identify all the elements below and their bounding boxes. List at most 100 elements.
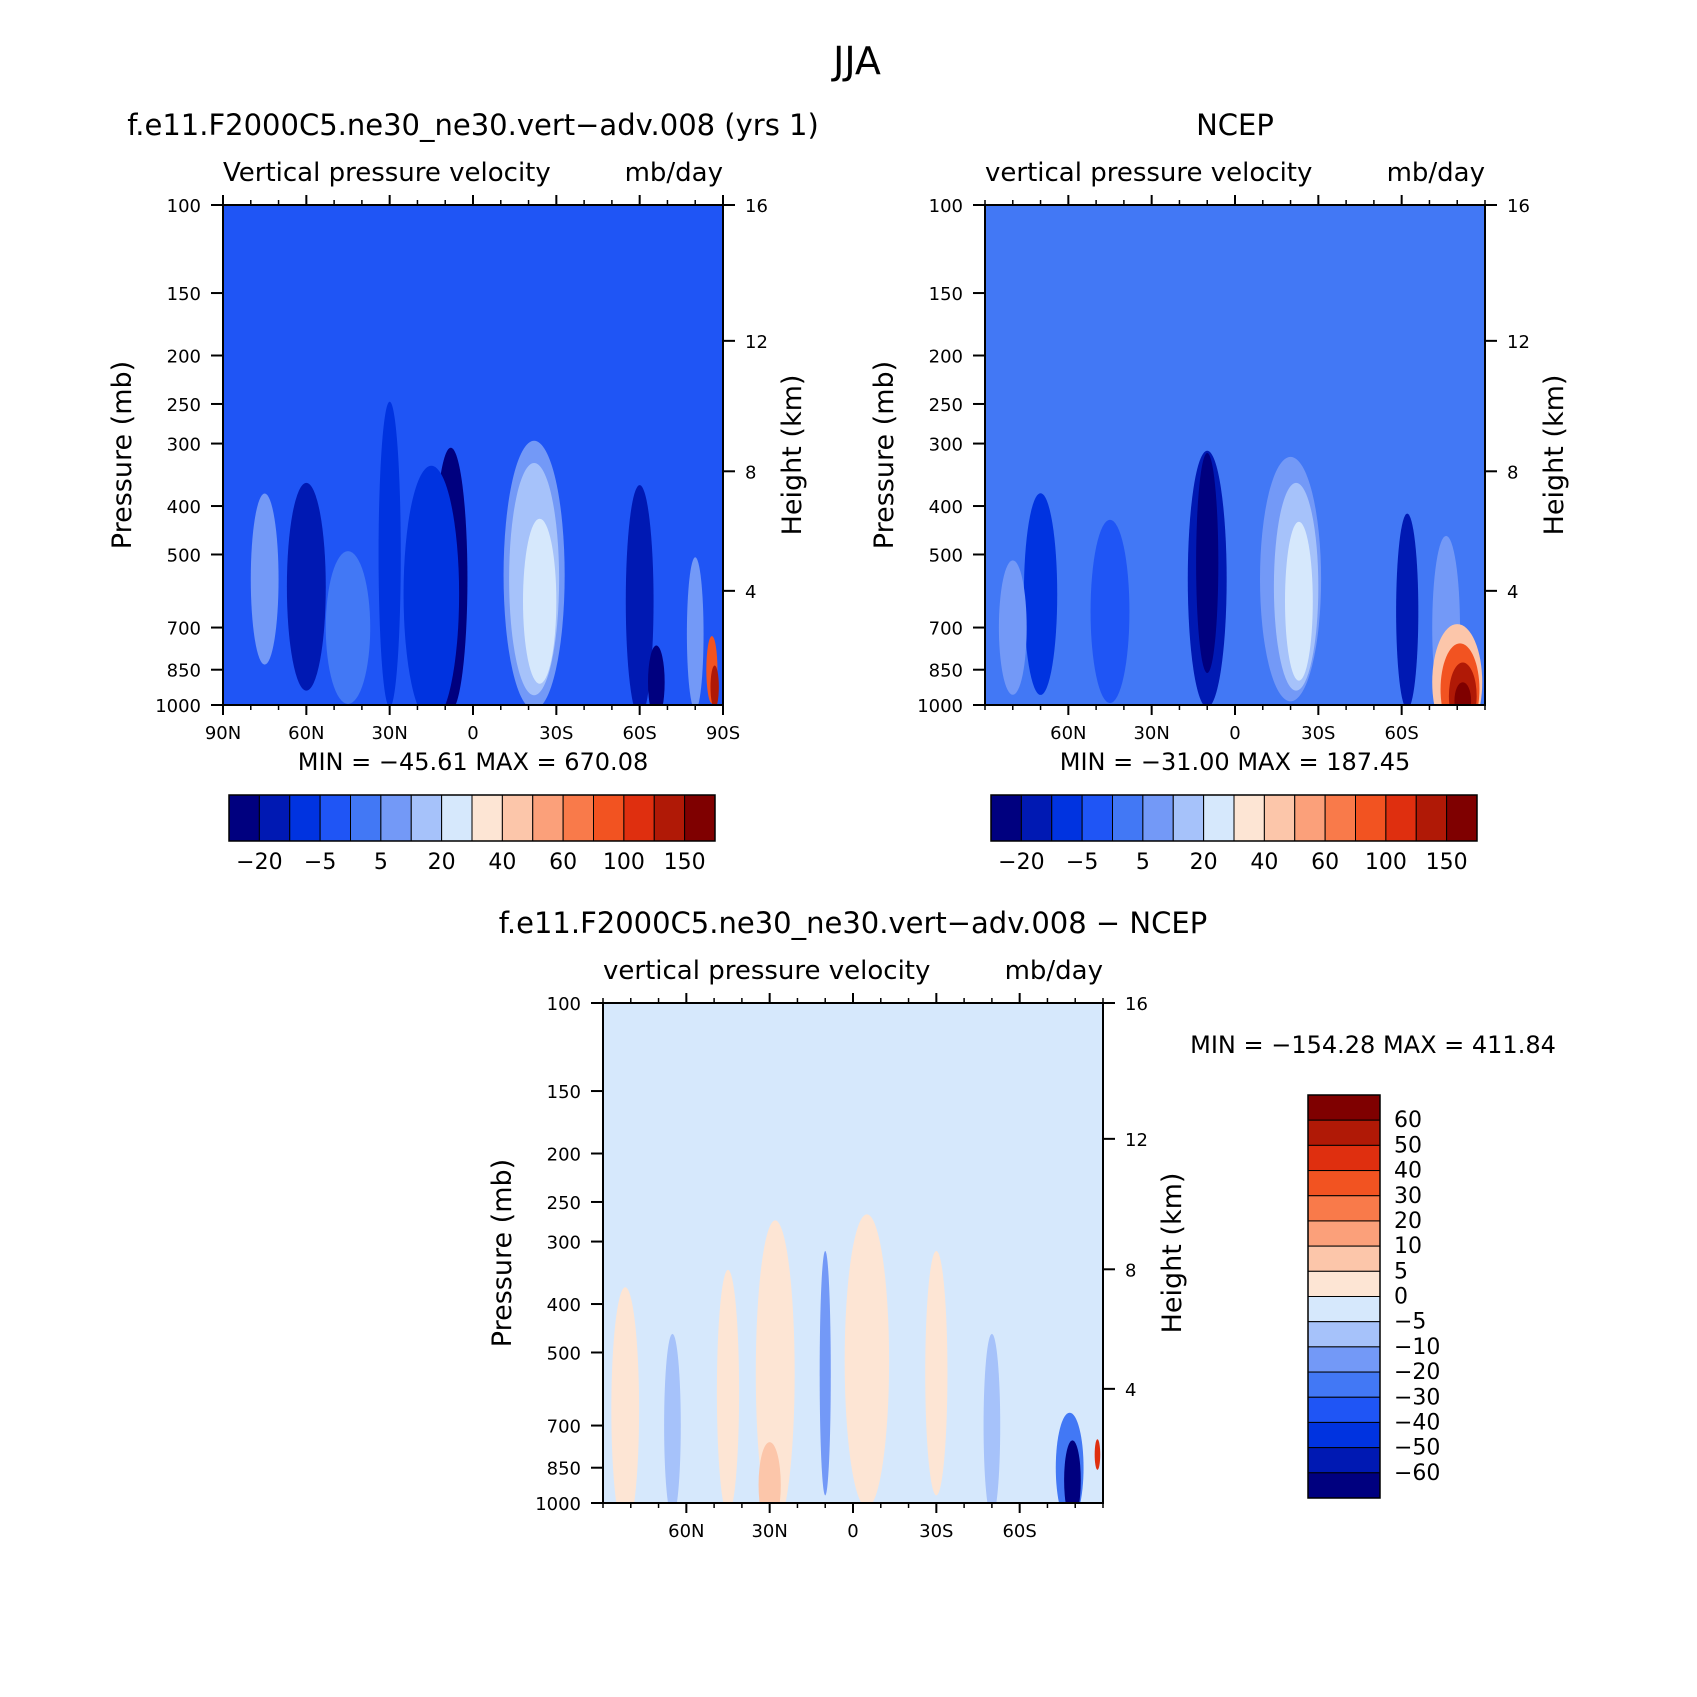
diff-xtick-label: 60N	[668, 1521, 704, 1542]
model-contour-region-13	[710, 665, 719, 705]
diff-colorbar-label: −40	[1394, 1410, 1440, 1435]
model-colorbar-frame	[228, 794, 716, 842]
model-y2tick-label: 8	[745, 462, 756, 483]
model-colorbar-label: 40	[488, 850, 516, 875]
diff-contour-region-11	[1094, 1439, 1101, 1470]
diff-ytick-label: 300	[547, 1233, 581, 1254]
ncep-colorbar-label: 20	[1190, 850, 1218, 875]
model-contour-region-11	[686, 557, 704, 705]
difference-panel: f.e11.F2000C5.ne30_ne30.vert−adv.008 − N…	[487, 906, 1556, 1542]
model-colorbar-cell	[653, 794, 686, 842]
model-ytick-label: 200	[167, 347, 201, 368]
ncep-colorbar-frame	[990, 794, 1478, 842]
diff-ytick-label: 100	[547, 994, 581, 1015]
model-contour-region-5	[403, 465, 460, 705]
diff-min-max: MIN = −154.28 MAX = 411.84	[1190, 1031, 1556, 1059]
ncep-colorbar-cell	[990, 794, 1022, 842]
diff-xtick-label: 60S	[1002, 1521, 1036, 1542]
model-colorbar-cell	[319, 794, 351, 842]
diff-contour-region-5	[819, 1250, 831, 1496]
diff-colorbar-cell	[1307, 1447, 1381, 1474]
ncep-contour-region-1	[998, 560, 1027, 695]
ncep-y2tick-label: 8	[1507, 462, 1518, 483]
ncep-ytick-label: 200	[929, 347, 963, 368]
diff-ylabel: Pressure (mb)	[487, 1159, 518, 1347]
model-subtitle-right: mb/day	[625, 158, 723, 188]
ncep-y2tick-label: 12	[1507, 332, 1530, 353]
ncep-ytick-label: 1000	[917, 696, 963, 717]
diff-subtitle-right: mb/day	[1005, 956, 1103, 986]
model-ytick-label: 300	[167, 435, 201, 456]
diff-ytick-label: 250	[547, 1193, 581, 1214]
model-ytick-label: 1000	[155, 696, 201, 717]
diff-colorbar-cell	[1307, 1296, 1381, 1323]
diff-xtick-label: 30N	[751, 1521, 787, 1542]
ncep-colorbar-cell	[1172, 794, 1205, 842]
model-colorbar-cell	[593, 794, 625, 842]
diff-colorbar-label: 60	[1394, 1108, 1422, 1133]
diff-ytick-label: 500	[547, 1343, 581, 1364]
model-colorbar-cell	[350, 794, 382, 842]
model-y2tick-label: 16	[745, 196, 768, 217]
diff-colorbar-cell	[1307, 1144, 1381, 1172]
diff-ytick-label: 200	[547, 1145, 581, 1166]
model-colorbar-label: −5	[304, 850, 336, 875]
ncep-subtitle-left: vertical pressure velocity	[985, 158, 1312, 188]
diff-colorbar-label: 5	[1394, 1259, 1408, 1284]
model-colorbar-cell	[441, 794, 473, 842]
diff-y2label: Height (km)	[1157, 1173, 1188, 1334]
diff-colorbar-label: 10	[1394, 1234, 1422, 1259]
model-colorbar-label: 20	[428, 850, 456, 875]
model-subtitle-left: Vertical pressure velocity	[223, 158, 551, 188]
ncep-colorbar-cell	[1324, 794, 1356, 842]
diff-subtitle-left: vertical pressure velocity	[603, 956, 930, 986]
diff-colorbar-cell	[1307, 1170, 1381, 1197]
diff-colorbar-cell	[1307, 1472, 1381, 1499]
model-contour-region-1	[250, 493, 279, 665]
diff-colorbar-label: −5	[1394, 1310, 1426, 1335]
ncep-colorbar-cell	[1203, 794, 1235, 842]
model-colorbar-cell	[228, 794, 260, 842]
diff-title: f.e11.F2000C5.ne30_ne30.vert−adv.008 − N…	[499, 906, 1207, 940]
ncep-title: NCEP	[1196, 108, 1274, 142]
ncep-ylabel: Pressure (mb)	[869, 361, 900, 549]
model-colorbar-cell	[623, 794, 655, 842]
ncep-contour-region-7	[1285, 521, 1313, 681]
ncep-ytick-label: 100	[929, 196, 963, 217]
model-xtick-label: 60N	[288, 723, 324, 744]
ncep-xtick-label: 0	[1229, 723, 1240, 744]
ncep-contour-region-4	[1196, 453, 1219, 674]
model-colorbar-cell	[562, 794, 594, 842]
model-xtick-label: 0	[467, 723, 478, 744]
model-colorbar-cell	[684, 794, 716, 842]
ncep-colorbar-cell	[1081, 794, 1113, 842]
ncep-colorbar-cell	[1020, 794, 1053, 842]
model-contour-region-10	[648, 645, 665, 705]
ncep-ytick-label: 400	[929, 497, 963, 518]
ncep-colorbar-cell	[1263, 794, 1296, 842]
ncep-ytick-label: 850	[929, 661, 963, 682]
ncep-colorbar-label: 60	[1311, 850, 1339, 875]
ncep-contour-region-8	[1396, 513, 1419, 705]
diff-colorbar-cell	[1307, 1270, 1381, 1297]
model-field	[223, 205, 723, 705]
ncep-contour-region-13	[1454, 682, 1472, 705]
model-colorbar-cell	[471, 794, 503, 842]
ncep-colorbar-label: −5	[1066, 850, 1098, 875]
ncep-ytick-label: 500	[929, 545, 963, 566]
ncep-contour-region-2	[1090, 519, 1130, 704]
diff-ytick-label: 150	[547, 1082, 581, 1103]
ncep-ytick-label: 250	[929, 395, 963, 416]
model-colorbar-label: −20	[236, 850, 282, 875]
diff-contour-region-2	[716, 1269, 740, 1503]
ncep-ytick-label: 300	[929, 435, 963, 456]
diff-colorbar-label: 20	[1394, 1209, 1422, 1234]
model-ytick-label: 850	[167, 661, 201, 682]
model-colorbar-label: 150	[664, 850, 706, 875]
diff-xtick-label: 0	[847, 1521, 858, 1542]
ncep-subtitle-right: mb/day	[1387, 158, 1485, 188]
diff-contour-region-4	[758, 1442, 781, 1503]
model-contour-region-9	[625, 485, 654, 705]
diff-colorbar-label: −10	[1394, 1335, 1440, 1360]
model-min-max: MIN = −45.61 MAX = 670.08	[298, 748, 648, 776]
